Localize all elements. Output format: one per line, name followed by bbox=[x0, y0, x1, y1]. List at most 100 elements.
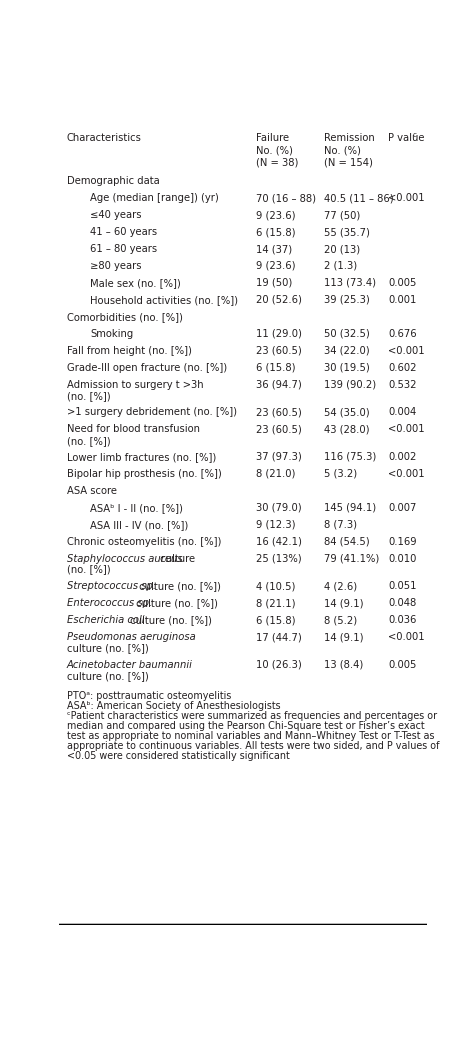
Text: 70 (16 – 88): 70 (16 – 88) bbox=[256, 193, 316, 204]
Text: 0.051: 0.051 bbox=[388, 581, 417, 591]
Text: Comorbidities (no. [%]): Comorbidities (no. [%]) bbox=[66, 312, 182, 322]
Text: ASAᵇ: American Society of Anesthesiologists: ASAᵇ: American Society of Anesthesiologi… bbox=[66, 700, 280, 711]
Text: 40.5 (11 – 86): 40.5 (11 – 86) bbox=[324, 193, 393, 204]
Text: 50 (32.5): 50 (32.5) bbox=[324, 328, 370, 339]
Text: 23 (60.5): 23 (60.5) bbox=[256, 407, 301, 418]
Text: test as appropriate to nominal variables and Mann–Whitney Test or T-Test as: test as appropriate to nominal variables… bbox=[66, 730, 434, 741]
Text: culture (no. [%]): culture (no. [%]) bbox=[133, 598, 218, 608]
Text: 25 (13%): 25 (13%) bbox=[256, 554, 301, 563]
Text: 0.007: 0.007 bbox=[388, 503, 416, 513]
Text: <0.001: <0.001 bbox=[388, 346, 425, 355]
Text: No. (%): No. (%) bbox=[324, 145, 361, 156]
Text: appropriate to continuous variables. All tests were two sided, and P values of: appropriate to continuous variables. All… bbox=[66, 741, 439, 751]
Text: <0.001: <0.001 bbox=[388, 193, 425, 204]
Text: 23 (60.5): 23 (60.5) bbox=[256, 346, 301, 355]
Text: 19 (50): 19 (50) bbox=[256, 277, 292, 288]
Text: 8 (5.2): 8 (5.2) bbox=[324, 615, 357, 625]
Text: <0.001: <0.001 bbox=[388, 424, 425, 434]
Text: ASA score: ASA score bbox=[66, 486, 117, 496]
Text: 41 – 60 years: 41 – 60 years bbox=[91, 228, 157, 237]
Text: culture (no. [%]): culture (no. [%]) bbox=[66, 670, 148, 681]
Text: 0.002: 0.002 bbox=[388, 452, 416, 462]
Text: (N = 38): (N = 38) bbox=[256, 158, 298, 167]
Text: 5 (3.2): 5 (3.2) bbox=[324, 469, 357, 479]
Text: 6 (15.8): 6 (15.8) bbox=[256, 363, 295, 373]
Text: Smoking: Smoking bbox=[91, 328, 134, 339]
Text: 16 (42.1): 16 (42.1) bbox=[256, 536, 301, 547]
Text: 0.001: 0.001 bbox=[388, 295, 416, 304]
Text: 23 (60.5): 23 (60.5) bbox=[256, 424, 301, 434]
Text: 139 (90.2): 139 (90.2) bbox=[324, 379, 376, 390]
Text: Fall from height (no. [%]): Fall from height (no. [%]) bbox=[66, 346, 191, 355]
Text: 14 (37): 14 (37) bbox=[256, 244, 292, 254]
Text: 20 (13): 20 (13) bbox=[324, 244, 360, 254]
Text: 79 (41.1%): 79 (41.1%) bbox=[324, 554, 379, 563]
Text: 0.169: 0.169 bbox=[388, 536, 417, 547]
Text: 61 – 80 years: 61 – 80 years bbox=[91, 244, 157, 254]
Text: ≥80 years: ≥80 years bbox=[91, 261, 142, 271]
Text: 4 (10.5): 4 (10.5) bbox=[256, 581, 295, 591]
Text: 0.676: 0.676 bbox=[388, 328, 417, 339]
Text: (no. [%]): (no. [%]) bbox=[66, 564, 110, 575]
Text: 11 (29.0): 11 (29.0) bbox=[256, 328, 301, 339]
Text: 13 (8.4): 13 (8.4) bbox=[324, 660, 363, 670]
Text: 84 (54.5): 84 (54.5) bbox=[324, 536, 369, 547]
Text: Enterococcus sp.: Enterococcus sp. bbox=[66, 598, 152, 608]
Text: Need for blood transfusion
(no. [%]): Need for blood transfusion (no. [%]) bbox=[66, 424, 200, 446]
Text: <0.001: <0.001 bbox=[388, 632, 425, 642]
Text: Demographic data: Demographic data bbox=[66, 177, 159, 186]
Text: culture (no. [%]): culture (no. [%]) bbox=[137, 581, 221, 591]
Text: culture (no. [%]): culture (no. [%]) bbox=[128, 615, 212, 625]
Text: 116 (75.3): 116 (75.3) bbox=[324, 452, 376, 462]
Text: 0.005: 0.005 bbox=[388, 660, 416, 670]
Text: (N = 154): (N = 154) bbox=[324, 158, 373, 167]
Text: 34 (22.0): 34 (22.0) bbox=[324, 346, 369, 355]
Text: Chronic osteomyelitis (no. [%]): Chronic osteomyelitis (no. [%]) bbox=[66, 536, 221, 547]
Text: 0.004: 0.004 bbox=[388, 407, 416, 418]
Text: culture: culture bbox=[157, 554, 195, 563]
Text: 2 (1.3): 2 (1.3) bbox=[324, 261, 357, 271]
Text: ASAᵇ I - II (no. [%]): ASAᵇ I - II (no. [%]) bbox=[91, 503, 183, 513]
Text: 17 (44.7): 17 (44.7) bbox=[256, 632, 301, 642]
Text: Lower limb fractures (no. [%]): Lower limb fractures (no. [%]) bbox=[66, 452, 216, 462]
Text: 0.036: 0.036 bbox=[388, 615, 416, 625]
Text: 77 (50): 77 (50) bbox=[324, 210, 360, 220]
Text: 6 (15.8): 6 (15.8) bbox=[256, 228, 295, 237]
Text: P value: P value bbox=[388, 133, 425, 143]
Text: Grade-III open fracture (no. [%]): Grade-III open fracture (no. [%]) bbox=[66, 363, 227, 373]
Text: Pseudomonas aeruginosa: Pseudomonas aeruginosa bbox=[66, 632, 195, 642]
Text: Age (median [range]) (yr): Age (median [range]) (yr) bbox=[91, 193, 219, 204]
Text: median and compared using the Pearson Chi-Square test or Fisher’s exact: median and compared using the Pearson Ch… bbox=[66, 721, 424, 730]
Text: 113 (73.4): 113 (73.4) bbox=[324, 277, 376, 288]
Text: >1 surgery debridement (no. [%]): >1 surgery debridement (no. [%]) bbox=[66, 407, 237, 418]
Text: 9 (23.6): 9 (23.6) bbox=[256, 210, 295, 220]
Text: ᶜPatient characteristics were summarized as frequencies and percentages or: ᶜPatient characteristics were summarized… bbox=[66, 711, 437, 721]
Text: Staphylococcus aureus: Staphylococcus aureus bbox=[66, 554, 182, 563]
Text: 20 (52.6): 20 (52.6) bbox=[256, 295, 301, 304]
Text: 6 (15.8): 6 (15.8) bbox=[256, 615, 295, 625]
Text: Male sex (no. [%]): Male sex (no. [%]) bbox=[91, 277, 181, 288]
Text: 10 (26.3): 10 (26.3) bbox=[256, 660, 301, 670]
Text: ≤40 years: ≤40 years bbox=[91, 210, 142, 220]
Text: 43 (28.0): 43 (28.0) bbox=[324, 424, 369, 434]
Text: 0.005: 0.005 bbox=[388, 277, 416, 288]
Text: ASA III - IV (no. [%]): ASA III - IV (no. [%]) bbox=[91, 520, 189, 530]
Text: Characteristics: Characteristics bbox=[66, 133, 141, 143]
Text: 0.532: 0.532 bbox=[388, 379, 417, 390]
Text: <0.05 were considered statistically significant: <0.05 were considered statistically sign… bbox=[66, 751, 289, 761]
Text: 36 (94.7): 36 (94.7) bbox=[256, 379, 301, 390]
Text: 9 (23.6): 9 (23.6) bbox=[256, 261, 295, 271]
Text: 4 (2.6): 4 (2.6) bbox=[324, 581, 357, 591]
Text: 8 (21.0): 8 (21.0) bbox=[256, 469, 295, 479]
Text: 30 (19.5): 30 (19.5) bbox=[324, 363, 370, 373]
Text: No. (%): No. (%) bbox=[256, 145, 292, 156]
Text: 8 (21.1): 8 (21.1) bbox=[256, 598, 295, 608]
Text: culture (no. [%]): culture (no. [%]) bbox=[66, 643, 148, 652]
Text: 8 (7.3): 8 (7.3) bbox=[324, 520, 357, 530]
Text: 37 (97.3): 37 (97.3) bbox=[256, 452, 301, 462]
Text: Remission: Remission bbox=[324, 133, 374, 143]
Text: Bipolar hip prosthesis (no. [%]): Bipolar hip prosthesis (no. [%]) bbox=[66, 469, 221, 479]
Text: Escherichia coli: Escherichia coli bbox=[66, 615, 144, 625]
Text: Acinetobacter baumannii: Acinetobacter baumannii bbox=[66, 660, 192, 670]
Text: 30 (79.0): 30 (79.0) bbox=[256, 503, 301, 513]
